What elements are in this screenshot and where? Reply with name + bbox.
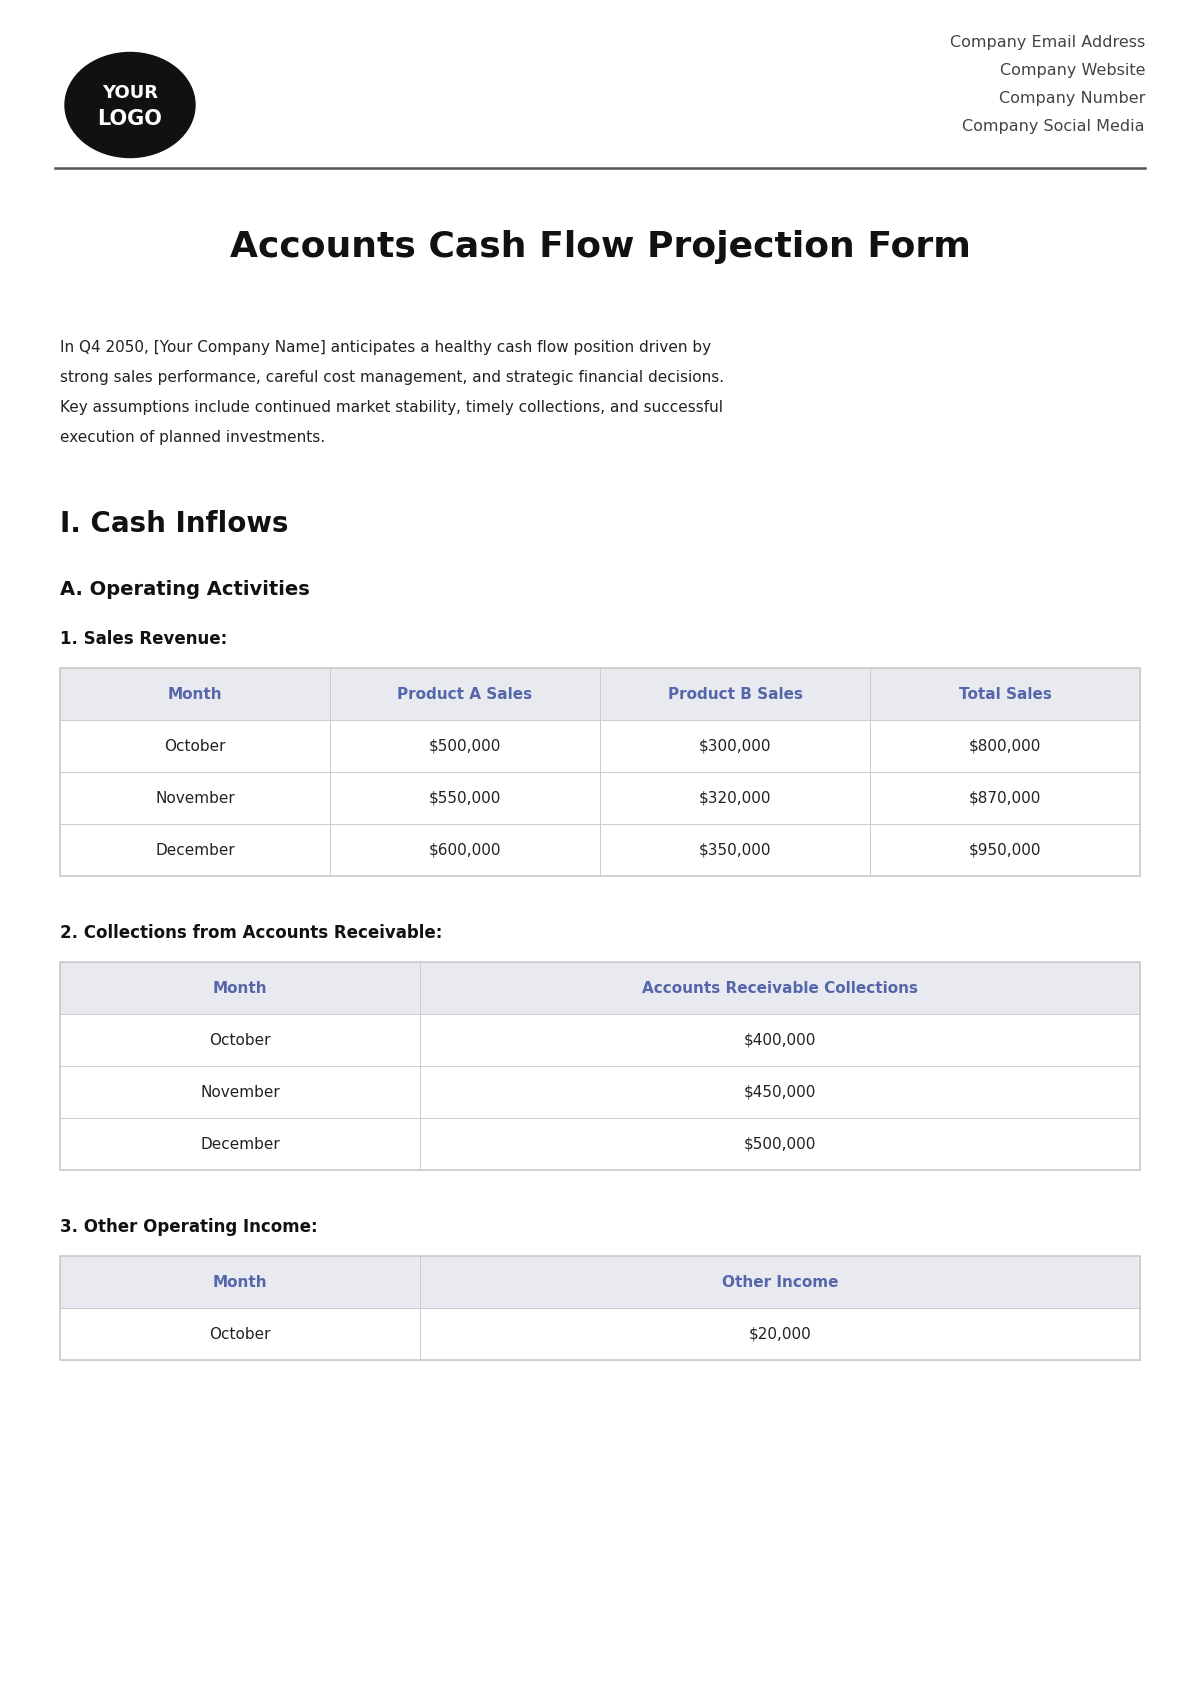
FancyBboxPatch shape xyxy=(870,772,1140,823)
Text: Product B Sales: Product B Sales xyxy=(667,687,803,701)
FancyBboxPatch shape xyxy=(330,668,600,720)
FancyBboxPatch shape xyxy=(60,1118,420,1170)
Text: $500,000: $500,000 xyxy=(428,738,502,754)
FancyBboxPatch shape xyxy=(600,720,870,772)
FancyBboxPatch shape xyxy=(60,1255,420,1308)
Text: 2. Collections from Accounts Receivable:: 2. Collections from Accounts Receivable: xyxy=(60,924,443,942)
Text: $600,000: $600,000 xyxy=(428,842,502,857)
Text: Company Social Media: Company Social Media xyxy=(962,119,1145,134)
Text: Company Number: Company Number xyxy=(998,90,1145,105)
Text: Accounts Cash Flow Projection Form: Accounts Cash Flow Projection Form xyxy=(229,230,971,264)
Text: October: October xyxy=(164,738,226,754)
Text: $870,000: $870,000 xyxy=(968,791,1042,806)
FancyBboxPatch shape xyxy=(330,823,600,876)
Text: YOUR: YOUR xyxy=(102,83,158,102)
Ellipse shape xyxy=(65,53,194,158)
Text: Key assumptions include continued market stability, timely collections, and succ: Key assumptions include continued market… xyxy=(60,400,722,415)
FancyBboxPatch shape xyxy=(60,772,330,823)
Text: Other Income: Other Income xyxy=(721,1274,839,1289)
Text: December: December xyxy=(155,842,235,857)
FancyBboxPatch shape xyxy=(600,823,870,876)
FancyBboxPatch shape xyxy=(420,1067,1140,1118)
Text: In Q4 2050, [Your Company Name] anticipates a healthy cash flow position driven : In Q4 2050, [Your Company Name] anticipa… xyxy=(60,340,712,356)
Text: $450,000: $450,000 xyxy=(744,1085,816,1099)
FancyBboxPatch shape xyxy=(60,823,330,876)
FancyBboxPatch shape xyxy=(60,1014,420,1067)
Text: $320,000: $320,000 xyxy=(698,791,772,806)
Text: $550,000: $550,000 xyxy=(428,791,502,806)
Text: $400,000: $400,000 xyxy=(744,1033,816,1048)
FancyBboxPatch shape xyxy=(420,1308,1140,1361)
Text: $350,000: $350,000 xyxy=(698,842,772,857)
FancyBboxPatch shape xyxy=(870,668,1140,720)
Text: November: November xyxy=(200,1085,280,1099)
Text: strong sales performance, careful cost management, and strategic financial decis: strong sales performance, careful cost m… xyxy=(60,371,724,384)
Text: $300,000: $300,000 xyxy=(698,738,772,754)
Text: LOGO: LOGO xyxy=(97,109,162,129)
Text: Company Email Address: Company Email Address xyxy=(949,36,1145,49)
FancyBboxPatch shape xyxy=(870,720,1140,772)
Text: 3. Other Operating Income:: 3. Other Operating Income: xyxy=(60,1218,318,1237)
Text: Accounts Receivable Collections: Accounts Receivable Collections xyxy=(642,980,918,995)
FancyBboxPatch shape xyxy=(600,668,870,720)
FancyBboxPatch shape xyxy=(420,1014,1140,1067)
Text: October: October xyxy=(209,1033,271,1048)
Text: Month: Month xyxy=(212,1274,268,1289)
Text: $20,000: $20,000 xyxy=(749,1327,811,1342)
FancyBboxPatch shape xyxy=(420,1255,1140,1308)
Text: December: December xyxy=(200,1136,280,1152)
Text: Product A Sales: Product A Sales xyxy=(397,687,533,701)
FancyBboxPatch shape xyxy=(420,963,1140,1014)
Text: November: November xyxy=(155,791,235,806)
FancyBboxPatch shape xyxy=(60,1308,420,1361)
Text: execution of planned investments.: execution of planned investments. xyxy=(60,430,325,446)
Text: October: October xyxy=(209,1327,271,1342)
Text: $950,000: $950,000 xyxy=(968,842,1042,857)
FancyBboxPatch shape xyxy=(60,720,330,772)
FancyBboxPatch shape xyxy=(420,1118,1140,1170)
Text: 1. Sales Revenue:: 1. Sales Revenue: xyxy=(60,629,227,648)
FancyBboxPatch shape xyxy=(60,1067,420,1118)
FancyBboxPatch shape xyxy=(870,823,1140,876)
FancyBboxPatch shape xyxy=(600,772,870,823)
FancyBboxPatch shape xyxy=(330,720,600,772)
Text: Month: Month xyxy=(212,980,268,995)
FancyBboxPatch shape xyxy=(60,963,420,1014)
FancyBboxPatch shape xyxy=(330,772,600,823)
Text: Month: Month xyxy=(168,687,222,701)
Text: $500,000: $500,000 xyxy=(744,1136,816,1152)
Text: $800,000: $800,000 xyxy=(968,738,1042,754)
Text: A. Operating Activities: A. Operating Activities xyxy=(60,580,310,599)
Text: Total Sales: Total Sales xyxy=(959,687,1051,701)
FancyBboxPatch shape xyxy=(60,668,330,720)
Text: Company Website: Company Website xyxy=(1000,63,1145,78)
Text: I. Cash Inflows: I. Cash Inflows xyxy=(60,510,288,538)
